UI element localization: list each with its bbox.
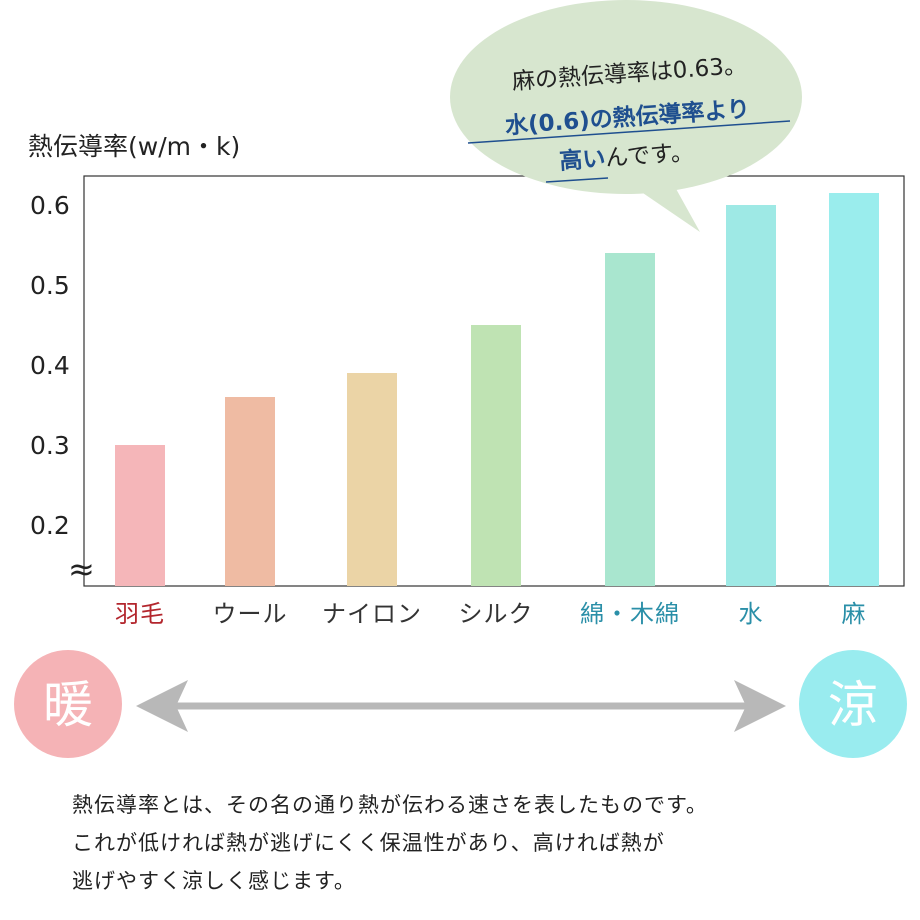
y-tick-label: 0.4	[30, 351, 70, 380]
y-tick-labels: 0.6 0.5 0.4 0.3 0.2	[30, 191, 70, 540]
callout-line-3: 高いんです。	[559, 139, 695, 175]
category-label: ウール	[213, 600, 288, 628]
y-tick-label: 0.5	[30, 271, 70, 300]
cool-label: 涼	[828, 676, 878, 734]
bars	[115, 193, 879, 586]
y-axis-label: 熱伝導率(w/m・k)	[28, 132, 240, 161]
axis-break-icon: ≈	[68, 550, 95, 588]
callout-bubble: 麻の熱伝導率は0.63。 水(0.6)の熱伝導率より 高いんです。	[450, 0, 802, 232]
category-label: 麻	[842, 600, 867, 628]
category-label: 綿・木綿	[580, 600, 680, 628]
bar-3	[347, 373, 397, 586]
warm-circle	[14, 650, 122, 758]
bar-7	[829, 193, 879, 586]
warm-label: 暖	[43, 676, 93, 734]
caption: 熱伝導率とは、その名の通り熱が伝わる速さを表したものです。 これが低ければ熱が逃…	[72, 786, 892, 900]
category-labels: 羽毛 ウール ナイロン シルク 綿・木綿 水 麻	[115, 600, 867, 628]
y-tick-label: 0.6	[30, 191, 70, 220]
y-tick-label: 0.3	[30, 431, 70, 460]
warm-cool-scale: 暖 涼	[14, 650, 907, 758]
category-label: 羽毛	[115, 600, 165, 628]
caption-line-2: これが低ければ熱が逃げにくく保温性があり、高ければ熱が	[72, 831, 665, 855]
callout-underline-1	[467, 120, 791, 144]
bar-2	[225, 397, 275, 586]
arrow-left-icon	[136, 680, 188, 732]
callout-underline-2	[545, 177, 609, 183]
callout-strong: 高い	[559, 145, 607, 175]
category-label: 水	[739, 600, 764, 628]
cool-circle	[799, 650, 907, 758]
caption-line-3: 逃げやすく涼しく感じます。	[72, 869, 356, 893]
bar-4	[471, 325, 521, 586]
caption-line-1: 熱伝導率とは、その名の通り熱が伝わる速さを表したものです。	[72, 793, 708, 817]
arrow-right-icon	[734, 680, 786, 732]
callout-rest: んです。	[604, 140, 694, 172]
category-label: シルク	[459, 600, 534, 628]
bar-5	[605, 253, 655, 586]
bar-1	[115, 445, 165, 586]
callout-body	[450, 0, 802, 194]
category-label: ナイロン	[322, 600, 422, 628]
bar-6	[726, 205, 776, 586]
y-tick-label: 0.2	[30, 511, 70, 540]
